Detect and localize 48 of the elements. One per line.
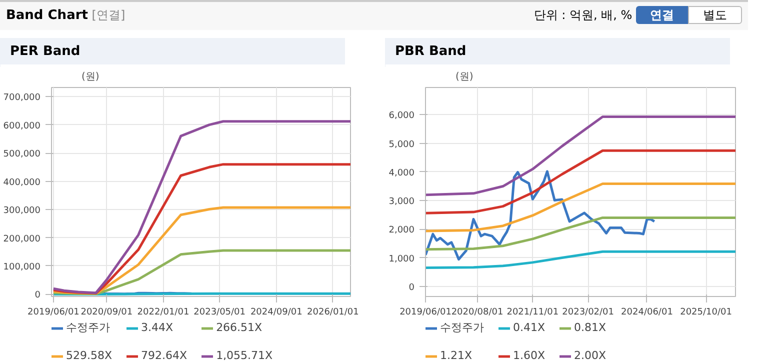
x-tick-label: 2025/10/01	[680, 308, 732, 318]
text: 연결	[636, 6, 688, 24]
x-tick-label: 2020/09/01	[80, 308, 133, 318]
y-axis-title: (원)	[82, 72, 100, 82]
chart-title: PBR Band	[385, 38, 730, 67]
text: 별도	[688, 6, 742, 24]
y-tick-label: 400,000	[3, 178, 41, 188]
legend-label: 3.44X	[141, 321, 174, 334]
chart-title: PER Band	[0, 38, 345, 67]
legend-label: 수정주가	[440, 320, 484, 335]
legend-label: 266.51X	[216, 321, 262, 334]
legend-label: 수정주가	[66, 320, 110, 335]
y-tick-label: 700,000	[3, 93, 41, 104]
legend-label: 529.58X	[66, 349, 112, 362]
y-tick-label: 6,000	[388, 111, 415, 122]
y-tick-label: 0	[408, 282, 415, 293]
legend-label: 1.60X	[513, 349, 546, 362]
y-tick-label: 0	[34, 290, 41, 301]
legend-label: 0.41X	[513, 321, 546, 334]
y-tick-label: 1,000	[388, 254, 415, 264]
x-tick-label: 2024/09/01	[250, 308, 302, 318]
legend-label: 792.64X	[141, 349, 188, 362]
x-tick-label: 2020/08/01	[451, 308, 504, 318]
legend-label: 1.21X	[440, 349, 472, 362]
x-tick-label: 2019/06/01	[28, 308, 80, 318]
text: 단위 : 억원, 배, %	[534, 8, 632, 22]
y-tick-label: 2,000	[388, 226, 415, 236]
x-tick-label: 2024/06/01	[621, 308, 673, 318]
y-tick-label: 3,000	[388, 197, 415, 208]
text: Band Chart	[6, 8, 88, 23]
y-tick-label: 300,000	[3, 206, 41, 216]
x-tick-label: 2019/06/01	[400, 308, 452, 318]
y-tick-label: 5,000	[388, 140, 415, 150]
legend-label: 2.00X	[574, 349, 606, 362]
y-tick-label: 200,000	[3, 234, 41, 244]
legend-label: 1,055.71X	[216, 349, 273, 362]
x-tick-label: 2021/11/01	[506, 308, 559, 318]
y-axis-title: (원)	[456, 72, 474, 82]
y-tick-label: 600,000	[3, 121, 41, 132]
y-tick-label: 4,000	[388, 168, 415, 178]
x-tick-label: 2026/01/01	[307, 308, 359, 318]
x-tick-label: 2023/02/01	[562, 308, 614, 318]
x-tick-label: 2022/01/01	[137, 308, 190, 318]
legend-label: 0.81X	[574, 321, 606, 334]
text: [연결]	[92, 8, 126, 22]
y-tick-label: 100,000	[3, 262, 41, 272]
y-tick-label: 500,000	[3, 150, 41, 160]
x-tick-label: 2023/05/01	[194, 308, 246, 318]
